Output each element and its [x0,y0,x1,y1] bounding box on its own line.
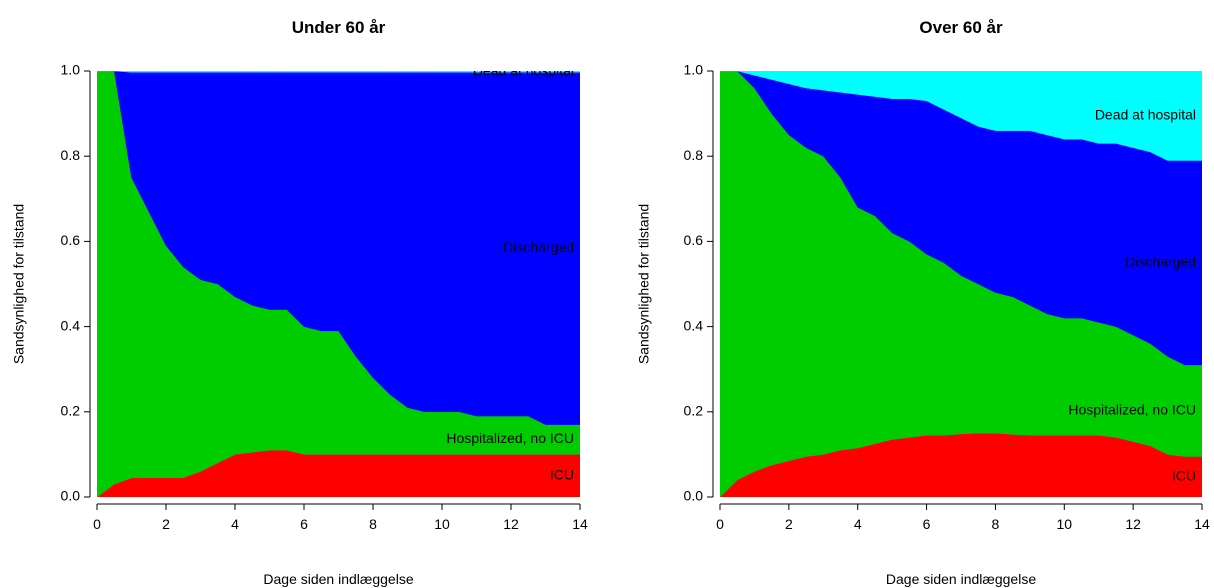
area-band [720,71,1202,161]
y-tick-label: 0.2 [61,403,81,419]
x-tick-label: 0 [716,516,724,532]
x-tick-label: 12 [1125,516,1141,532]
x-tick-label: 12 [503,516,519,532]
x-tick-label: 10 [434,516,450,532]
band-label: Dead at hospital [1095,106,1196,122]
plot-area: ICU Hospitalized, no ICU Discharged Dead at… [720,71,1202,497]
plot-area: ICU Hospitalized, no ICU Discharged Dead at… [97,62,580,497]
x-tick-label: 6 [300,516,308,532]
y-axis-label: Sandsynlighed for tilstand [11,204,27,364]
y-tick-label: 0.8 [61,147,81,163]
band-label: Hospitalized, no ICU [446,430,574,446]
x-tick-label: 10 [1056,516,1072,532]
y-tick-label: 1.0 [61,62,81,78]
x-axis-label: Dage siden indlæggelse [886,571,1036,587]
y-tick-label: 0.0 [684,488,704,504]
panel: ICU Hospitalized, no ICU Discharged Dead at… [636,18,1210,587]
y-tick-label: 0.4 [61,317,81,333]
y-tick-label: 0.6 [684,232,704,248]
panel: ICU Hospitalized, no ICU Discharged Dead at… [11,18,588,587]
y-tick-label: 0.2 [684,403,704,419]
y-tick-label: 0.4 [684,317,704,333]
x-tick-label: 2 [785,516,793,532]
x-tick-label: 2 [162,516,170,532]
y-axis-label: Sandsynlighed for tilstand [636,204,652,364]
y-tick-label: 0.8 [684,147,704,163]
x-tick-label: 4 [854,516,862,532]
y-tick-label: 0.6 [61,232,81,248]
band-label: Discharged [1125,253,1196,269]
x-tick-label: 4 [231,516,239,532]
x-tick-label: 8 [369,516,377,532]
x-tick-label: 8 [992,516,1000,532]
chart-title: Under 60 år [292,18,386,37]
band-label: Discharged [503,239,574,255]
x-axis-label: Dage siden indlæggelse [263,571,413,587]
band-label: ICU [1172,467,1196,483]
x-tick-label: 14 [1194,516,1210,532]
x-tick-label: 0 [93,516,101,532]
area-band [97,71,580,73]
band-label: Hospitalized, no ICU [1068,401,1196,417]
y-tick-label: 0.0 [61,488,81,504]
x-tick-label: 14 [572,516,588,532]
band-label: ICU [550,466,574,482]
chart-title: Over 60 år [919,18,1003,37]
band-label: Dead at hospital [473,62,574,78]
y-tick-label: 1.0 [684,62,704,78]
x-tick-label: 6 [923,516,931,532]
